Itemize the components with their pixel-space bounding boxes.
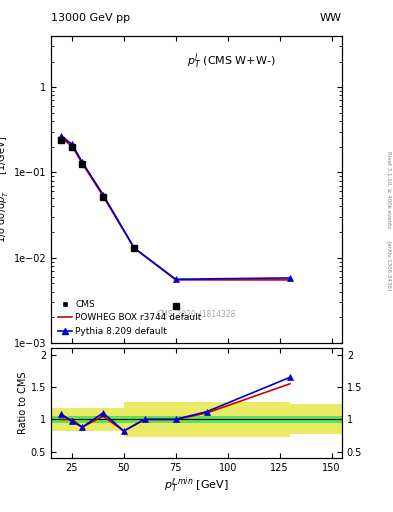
X-axis label: $p_{T}^{\ell\ min}$ [GeV]: $p_{T}^{\ell\ min}$ [GeV] bbox=[164, 476, 229, 496]
Text: CMS_2020_I1814328: CMS_2020_I1814328 bbox=[157, 309, 236, 318]
Text: [arXiv:1306.3436]: [arXiv:1306.3436] bbox=[386, 241, 391, 291]
Text: Rivet 3.1.10, ≥ 400k events: Rivet 3.1.10, ≥ 400k events bbox=[386, 151, 391, 228]
Text: $p_{T}^{l}$ (CMS W+W-): $p_{T}^{l}$ (CMS W+W-) bbox=[187, 51, 276, 71]
Legend: CMS, POWHEG BOX r3744 default, Pythia 8.209 default: CMS, POWHEG BOX r3744 default, Pythia 8.… bbox=[55, 297, 204, 338]
Y-axis label: Ratio to CMS: Ratio to CMS bbox=[18, 372, 28, 435]
Text: WW: WW bbox=[320, 13, 342, 23]
Y-axis label: 1/σ dσ/d$p_{T}^{\ell\ min}$ [1/GeV]: 1/σ dσ/d$p_{T}^{\ell\ min}$ [1/GeV] bbox=[0, 136, 11, 243]
Text: 13000 GeV pp: 13000 GeV pp bbox=[51, 13, 130, 23]
